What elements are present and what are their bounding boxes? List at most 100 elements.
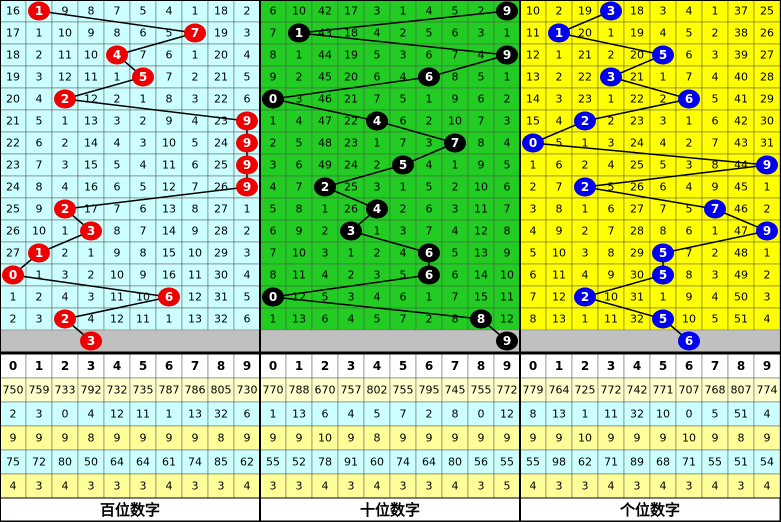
stat-value: 745: [445, 384, 466, 397]
omission-value: 24: [344, 159, 358, 172]
omission-value: 21: [6, 115, 20, 128]
stat-value: 1: [582, 408, 589, 421]
omission-value: 2: [556, 71, 563, 84]
stat-cell: [285, 449, 313, 475]
omission-value: 6: [660, 181, 667, 194]
omission-value: 14: [84, 137, 98, 150]
stat-value: 9: [530, 432, 537, 445]
omission-value: 7: [192, 181, 199, 194]
omission-value: 21: [630, 71, 644, 84]
header-cell: [337, 353, 365, 379]
stat-value: 51: [734, 456, 748, 469]
omission-value: 11: [292, 269, 306, 282]
stat-value: 55: [526, 456, 540, 469]
omission-value: 3: [660, 5, 667, 18]
stat-cell: [519, 449, 547, 475]
stat-value: 5: [374, 408, 381, 421]
stat-value: 12: [110, 408, 124, 421]
omission-value: 50: [734, 291, 748, 304]
ball: [132, 67, 154, 87]
omission-value: 4: [400, 71, 407, 84]
stat-value: 730: [237, 384, 258, 397]
omission-value: 4: [62, 291, 69, 304]
stat-value: 2: [426, 408, 433, 421]
stat-value: 2: [10, 408, 17, 421]
omission-value: 2: [140, 115, 147, 128]
stat-cell: [285, 401, 313, 427]
omission-value: 4: [660, 137, 667, 150]
omission-value: 5: [374, 49, 381, 62]
stat-cell: [623, 377, 651, 403]
omission-value: 1: [608, 27, 615, 40]
header-cell: [571, 353, 599, 379]
stat-value: 9: [712, 432, 719, 445]
omission-value: 9: [166, 115, 173, 128]
omission-value: 8: [166, 93, 173, 106]
ball-digit: 2: [61, 202, 69, 216]
omission-value: 11: [500, 291, 514, 304]
stat-cell: [77, 473, 105, 499]
forecast-ball: [678, 331, 700, 351]
stat-value: 85: [214, 456, 228, 469]
omission-value: 5: [712, 313, 719, 326]
omission-value: 5: [296, 137, 303, 150]
omission-value: 5: [36, 115, 43, 128]
omission-value: 1: [426, 93, 433, 106]
omission-value: 22: [578, 71, 592, 84]
forecast-row: [519, 329, 781, 353]
ball: [418, 265, 440, 285]
omission-value: 22: [214, 93, 228, 106]
ball-digit: 1: [35, 4, 43, 18]
stat-value: 3: [478, 480, 485, 493]
omission-value: 7: [140, 225, 147, 238]
ball-digit: 2: [581, 114, 589, 128]
omission-value: 8: [556, 203, 563, 216]
omission-value: 3: [608, 137, 615, 150]
stat-cell: [753, 425, 781, 451]
stat-value: 52: [292, 456, 306, 469]
omission-value: 10: [526, 5, 540, 18]
omission-value: 13: [84, 115, 98, 128]
omission-value: 1: [270, 313, 277, 326]
stat-cell: [493, 377, 521, 403]
omission-value: 1: [400, 5, 407, 18]
omission-value: 2: [348, 269, 355, 282]
stat-cell: [129, 401, 157, 427]
ball-digit: 7: [451, 136, 459, 150]
omission-value: 2: [582, 225, 589, 238]
omission-value: 20: [578, 27, 592, 40]
omission-value: 12: [552, 291, 566, 304]
omission-value: 6: [192, 159, 199, 172]
stat-cell: [467, 425, 495, 451]
stat-cell: [727, 401, 755, 427]
omission-value: 6: [556, 159, 563, 172]
ball-digit: 4: [373, 114, 381, 128]
omission-value: 5: [244, 71, 251, 84]
omission-value: 17: [344, 5, 358, 18]
stat-cell: [259, 425, 287, 451]
omission-value: 4: [478, 49, 485, 62]
omission-value: 1: [374, 137, 381, 150]
stat-cell: [519, 473, 547, 499]
omission-value: 3: [686, 159, 693, 172]
omission-value: 7: [452, 291, 459, 304]
stat-value: 64: [110, 456, 124, 469]
header-cell: [259, 353, 287, 379]
stat-cell: [77, 425, 105, 451]
stat-value: 9: [36, 432, 43, 445]
header-digit: 9: [243, 359, 251, 373]
omission-value: 6: [322, 313, 329, 326]
omission-value: 9: [88, 27, 95, 40]
header-digit: 5: [659, 359, 667, 373]
omission-value: 5: [140, 181, 147, 194]
stat-cell: [77, 377, 105, 403]
omission-value: 1: [36, 269, 43, 282]
stat-cell: [597, 449, 625, 475]
stat-cell: [389, 425, 417, 451]
omission-value: 3: [712, 269, 719, 282]
omission-value: 3: [88, 291, 95, 304]
omission-value: 18: [630, 5, 644, 18]
omission-value: 10: [474, 181, 488, 194]
header-digit: 0: [9, 359, 17, 373]
omission-value: 26: [630, 181, 644, 194]
